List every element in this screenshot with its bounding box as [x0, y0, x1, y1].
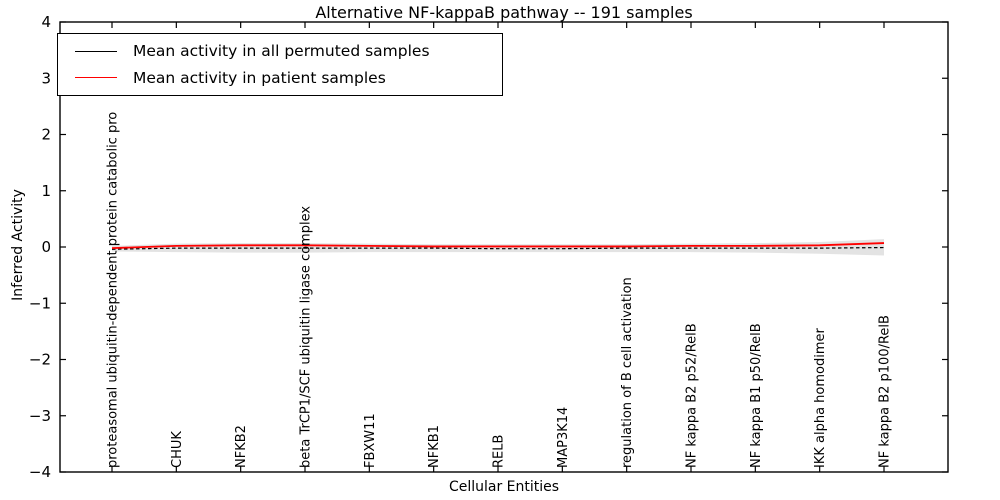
y-tick-label: −1 [29, 294, 51, 312]
y-tick-label: 0 [41, 238, 51, 256]
y-tick-label: 3 [41, 69, 51, 87]
y-tick-label: −3 [29, 407, 51, 425]
x-tick-label: NFKB1 [427, 425, 442, 468]
y-tick-label: −4 [29, 463, 51, 481]
legend-entry-permuted: Mean activity in all permuted samples [75, 42, 502, 60]
legend: Mean activity in all permuted samples Me… [57, 33, 503, 96]
x-tick-label: beta TrCP1/SCF ubiquitin ligase complex [299, 206, 314, 468]
y-tick-label: −2 [29, 351, 51, 369]
x-axis-title: Cellular Entities [448, 479, 560, 495]
x-tick-label: CHUK [170, 431, 185, 468]
series-line-patient [111, 242, 885, 250]
chart-title: Alternative NF-kappaB pathway -- 191 sam… [315, 3, 693, 22]
x-tick-label: NF kappa B2 p52/RelB [685, 323, 700, 468]
x-tick-label: proteasomal ubiquitin-dependent protein … [106, 112, 121, 468]
x-tick-label: regulation of B cell activation [620, 277, 635, 468]
legend-label-permuted: Mean activity in all permuted samples [133, 42, 430, 61]
series-line-permuted [111, 246, 885, 250]
y-tick-label: 4 [41, 13, 51, 31]
y-tick-label: 2 [41, 126, 51, 144]
x-tick-label: RELB [492, 435, 507, 468]
x-tick-label: IKK alpha homodimer [813, 327, 828, 468]
legend-entry-patient: Mean activity in patient samples [75, 69, 502, 87]
x-tick-label: NF kappa B2 p100/RelB [878, 315, 893, 468]
x-tick-label: NFKB2 [234, 425, 249, 468]
y-tick-label: 1 [41, 182, 51, 200]
x-tick-label: MAP3K14 [556, 407, 571, 468]
red-line-swatch-icon [75, 77, 117, 79]
legend-label-patient: Mean activity in patient samples [133, 68, 386, 87]
x-tick-label: NF kappa B1 p50/RelB [749, 323, 764, 468]
black-line-swatch-icon [75, 50, 117, 52]
x-tick-label: FBXW11 [363, 413, 378, 468]
